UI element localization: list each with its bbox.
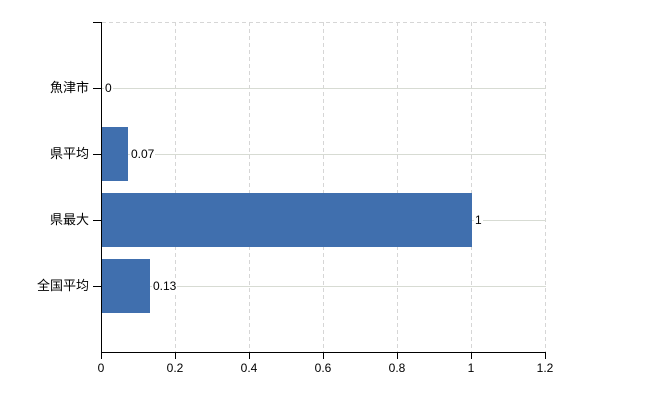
- x-axis-tick: [101, 353, 102, 359]
- y-axis-tick: [93, 154, 101, 155]
- vertical-gridline: [323, 22, 324, 352]
- horizontal-gridline: [102, 88, 546, 89]
- vertical-gridline: [397, 22, 398, 352]
- x-tick-label: 0.6: [314, 361, 332, 375]
- vertical-gridline: [175, 22, 176, 352]
- value-label: 0.13: [152, 278, 178, 294]
- top-gridline: [102, 22, 546, 23]
- y-axis-tick: [93, 88, 101, 89]
- category-label: 全国平均: [36, 278, 89, 293]
- bar: [102, 193, 472, 247]
- category-label: 県平均: [49, 146, 89, 161]
- x-tick-label: 0.2: [166, 361, 184, 375]
- value-label: 0.07: [130, 146, 156, 162]
- horizontal-gridline: [102, 286, 546, 287]
- x-axis-tick: [471, 353, 472, 359]
- bar: [102, 127, 128, 181]
- x-tick-label: 0.8: [388, 361, 406, 375]
- y-axis-tick: [93, 286, 101, 287]
- x-tick-label: 1.2: [536, 361, 554, 375]
- bar: [102, 259, 150, 313]
- x-axis-tick: [397, 353, 398, 359]
- vertical-gridline: [545, 22, 546, 352]
- value-label: 0: [104, 80, 113, 96]
- x-axis-tick: [175, 353, 176, 359]
- horizontal-gridline: [102, 154, 546, 155]
- category-label: 県最大: [49, 212, 89, 227]
- x-tick-label: 0: [97, 361, 105, 375]
- y-axis-tick: [93, 22, 101, 23]
- vertical-gridline: [471, 22, 472, 352]
- category-label: 魚津市: [49, 80, 89, 95]
- x-axis-tick: [323, 353, 324, 359]
- x-tick-label: 1: [467, 361, 475, 375]
- x-axis-tick: [545, 353, 546, 359]
- y-axis-tick: [93, 220, 101, 221]
- x-axis-tick: [249, 353, 250, 359]
- x-tick-label: 0.4: [240, 361, 258, 375]
- x-axis-line: [101, 352, 546, 353]
- value-label: 1: [474, 212, 483, 228]
- vertical-gridline: [249, 22, 250, 352]
- y-axis-line: [101, 22, 102, 353]
